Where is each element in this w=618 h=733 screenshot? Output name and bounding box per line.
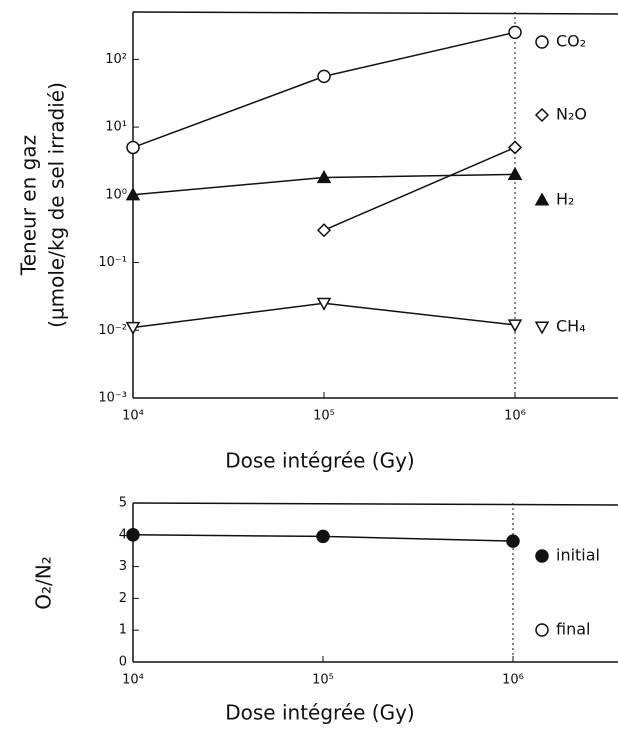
x-tick-label: 10⁵ bbox=[312, 673, 334, 688]
x-tick-label: 10⁴ bbox=[122, 673, 144, 688]
y-axis-label: (µmole/kg de sel irradié) bbox=[45, 82, 69, 328]
marker bbox=[125, 187, 141, 201]
x-axis-label: Dose intégrée (Gy) bbox=[225, 449, 414, 473]
marker bbox=[316, 529, 330, 544]
y-tick-label: 10² bbox=[105, 52, 127, 67]
legend-label: N₂O bbox=[556, 105, 587, 124]
series-line bbox=[323, 146, 516, 231]
y-tick-label: 5 bbox=[119, 496, 127, 511]
marker bbox=[316, 169, 332, 184]
x-tick-label: 10⁶ bbox=[504, 409, 526, 424]
x-axis-label: Dose intégrée (Gy) bbox=[225, 701, 414, 725]
legend-label: CH₄ bbox=[556, 317, 586, 336]
legend-marker bbox=[534, 321, 550, 335]
marker bbox=[126, 140, 140, 155]
y-tick-label: 4 bbox=[119, 527, 127, 542]
y-tick-label: 3 bbox=[119, 559, 127, 574]
marker bbox=[316, 297, 332, 311]
legend-label: CO₂ bbox=[556, 32, 586, 51]
legend-marker bbox=[535, 549, 549, 563]
marker bbox=[507, 140, 523, 155]
y-axis-label: O₂/N₂ bbox=[32, 556, 56, 609]
series-line bbox=[132, 31, 516, 149]
y-tick-label: 10¹ bbox=[105, 120, 127, 135]
marker bbox=[508, 25, 522, 40]
legend-label: H₂ bbox=[556, 190, 574, 209]
marker bbox=[126, 528, 140, 542]
marker bbox=[317, 69, 331, 84]
y-tick-label: 10⁻¹ bbox=[98, 255, 127, 270]
y-tick-label: 1 bbox=[119, 623, 127, 638]
y-tick-label: 10⁻² bbox=[98, 323, 127, 338]
legend-marker bbox=[535, 623, 549, 637]
marker bbox=[125, 321, 141, 336]
y-axis-label: Teneur en gaz bbox=[17, 135, 41, 276]
legend-label: final bbox=[556, 620, 590, 639]
marker bbox=[506, 534, 520, 548]
legend-marker bbox=[534, 192, 550, 206]
marker bbox=[507, 319, 523, 333]
marker bbox=[316, 223, 332, 238]
legend-marker bbox=[534, 107, 550, 123]
frame-line bbox=[132, 502, 618, 506]
x-tick-label: 10⁴ bbox=[122, 409, 144, 424]
y-tick-label: 2 bbox=[119, 591, 127, 606]
legend-marker bbox=[535, 35, 549, 49]
x-tick-label: 10⁶ bbox=[502, 673, 524, 688]
frame-line bbox=[132, 11, 618, 15]
y-tick-label: 10⁰ bbox=[105, 187, 127, 202]
legend-label: initial bbox=[556, 546, 600, 565]
x-tick-label: 10⁵ bbox=[313, 409, 335, 424]
y-tick-label: 10⁻³ bbox=[98, 391, 127, 406]
y-tick-label: 0 bbox=[119, 655, 127, 670]
marker bbox=[507, 166, 523, 180]
